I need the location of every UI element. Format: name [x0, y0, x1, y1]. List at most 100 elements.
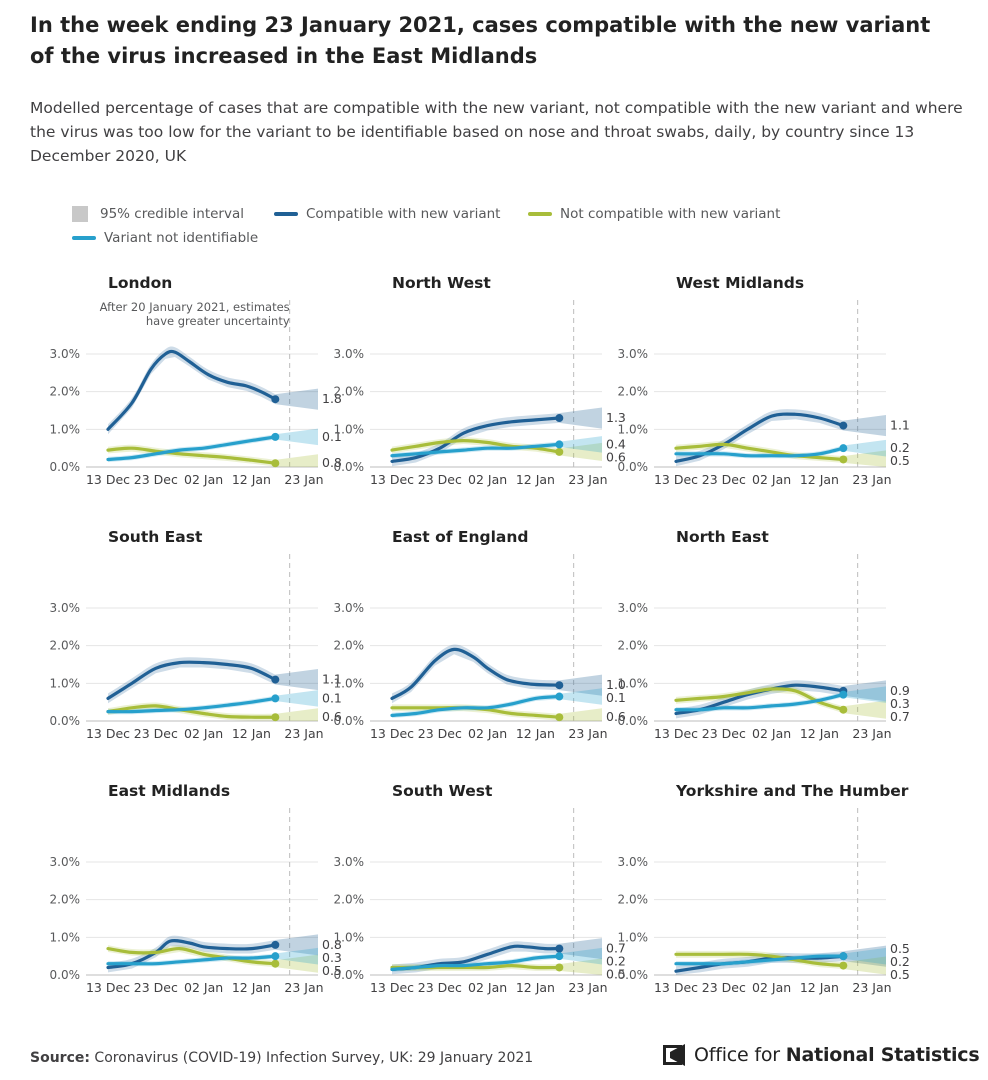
- not-identifiable-line: [106, 954, 277, 966]
- panel-title: London: [108, 274, 172, 292]
- compatible-line: [106, 660, 277, 700]
- y-tick-label: 2.0%: [618, 893, 649, 907]
- not-compatible-end-point: [271, 459, 280, 468]
- y-tick-label: 1.0%: [334, 930, 365, 944]
- panel-title: North East: [676, 528, 769, 546]
- not-compatible-uncertainty-fan: [559, 442, 602, 461]
- x-tick-label: 23 Dec: [418, 980, 462, 995]
- not-identifiable-line: [106, 696, 277, 714]
- compatible-end-point: [271, 395, 280, 404]
- not-identifiable-uncertainty-fan: [559, 436, 602, 453]
- not-identifiable-end-point: [555, 952, 564, 961]
- legend-compatible-swatch: [274, 212, 298, 216]
- y-tick-label: 1.0%: [334, 422, 365, 436]
- y-tick-label: 2.0%: [618, 639, 649, 653]
- end-value-label: 0.6: [322, 709, 342, 724]
- compatible-uncertainty-fan: [559, 407, 602, 429]
- compatible-ci-band: [676, 409, 844, 467]
- x-tick-label: 12 Jan: [516, 472, 555, 487]
- x-tick-label: 13 Dec: [370, 472, 414, 487]
- y-tick-label: 1.0%: [50, 422, 81, 436]
- end-value-label: 0.3: [322, 950, 342, 965]
- x-tick-label: 13 Dec: [654, 726, 698, 741]
- not-compatible-line: [106, 704, 277, 719]
- x-tick-label: 23 Dec: [702, 472, 746, 487]
- legend-not-compatible-label: Not compatible with new variant: [560, 206, 781, 222]
- ons-logo-icon: [663, 1044, 685, 1066]
- x-tick-label: 12 Jan: [232, 726, 271, 741]
- x-tick-label: 12 Jan: [800, 980, 839, 995]
- end-value-label: 0.5: [322, 963, 342, 978]
- not-compatible-uncertainty-fan: [843, 700, 886, 719]
- end-value-label: 1.1: [322, 672, 342, 687]
- y-tick-label: 3.0%: [618, 601, 649, 615]
- not-identifiable-end-point: [271, 952, 280, 961]
- y-tick-label: 2.0%: [50, 893, 81, 907]
- x-tick-label: 23 Jan: [852, 472, 891, 487]
- not-identifiable-line: [106, 435, 277, 462]
- y-tick-label: 2.0%: [50, 639, 81, 653]
- compatible-end-point: [271, 940, 280, 949]
- not-identifiable-uncertainty-fan: [559, 947, 602, 965]
- legend-not-identifiable-swatch: [72, 236, 96, 240]
- x-tick-label: 23 Jan: [568, 472, 607, 487]
- y-tick-label: 3.0%: [334, 855, 365, 869]
- compatible-ci-band: [108, 657, 276, 704]
- y-tick-label: 0.0%: [334, 460, 365, 474]
- not-compatible-end-point: [555, 447, 564, 456]
- y-tick-label: 2.0%: [334, 385, 365, 399]
- end-value-label: 0.3: [890, 696, 910, 711]
- not-identifiable-uncertainty-fan: [843, 947, 886, 965]
- source-label: Source:: [30, 1050, 90, 1066]
- compatible-end-point: [839, 421, 848, 430]
- not-identifiable-uncertainty-fan: [275, 947, 318, 965]
- not-compatible-uncertainty-fan: [275, 454, 318, 467]
- compatible-uncertainty-fan: [559, 938, 602, 960]
- end-value-label: 0.9: [890, 683, 910, 698]
- x-tick-label: 02 Jan: [468, 472, 507, 487]
- x-tick-label: 13 Dec: [86, 726, 130, 741]
- y-tick-label: 0.0%: [618, 968, 649, 982]
- end-value-label: 0.5: [606, 967, 626, 982]
- legend-item-not-compatible: Not compatible with new variant: [528, 206, 780, 222]
- end-value-label: 1.0: [606, 677, 626, 692]
- not-identifiable-end-point: [555, 440, 564, 449]
- not-identifiable-end-point: [271, 432, 280, 441]
- not-compatible-uncertainty-fan: [843, 956, 886, 975]
- y-tick-label: 1.0%: [50, 676, 81, 690]
- not-compatible-uncertainty-fan: [559, 958, 602, 975]
- panel-title: North West: [392, 274, 491, 292]
- panel-title: East Midlands: [108, 782, 230, 800]
- y-tick-label: 0.0%: [618, 460, 649, 474]
- x-tick-label: 23 Jan: [284, 726, 323, 741]
- end-value-label: 1.1: [890, 418, 910, 433]
- legend-item-compatible: Compatible with new variant: [274, 206, 500, 222]
- compatible-end-point: [555, 944, 564, 953]
- not-identifiable-end-point: [839, 690, 848, 699]
- not-identifiable-end-point: [555, 692, 564, 701]
- y-tick-label: 1.0%: [618, 676, 649, 690]
- end-value-label: 0.2: [606, 954, 626, 969]
- annotation-line-2: have greater uncertainty: [146, 314, 290, 328]
- x-tick-label: 23 Dec: [702, 726, 746, 741]
- not-compatible-end-point: [555, 963, 564, 972]
- compatible-uncertainty-fan: [843, 415, 886, 437]
- y-tick-label: 3.0%: [50, 601, 81, 615]
- not-compatible-ci-band: [392, 437, 560, 456]
- compatible-ci-band: [392, 644, 560, 704]
- end-value-label: 0.2: [890, 954, 910, 969]
- y-tick-label: 0.0%: [50, 714, 81, 728]
- not-compatible-end-point: [271, 713, 280, 722]
- not-identifiable-uncertainty-fan: [275, 690, 318, 707]
- x-tick-label: 23 Dec: [134, 472, 178, 487]
- y-tick-label: 2.0%: [50, 385, 81, 399]
- not-compatible-uncertainty-fan: [559, 708, 602, 721]
- not-compatible-end-point: [555, 713, 564, 722]
- x-tick-label: 23 Jan: [568, 980, 607, 995]
- compatible-uncertainty-fan: [275, 934, 318, 956]
- compatible-line: [106, 938, 277, 970]
- not-compatible-end-point: [839, 705, 848, 714]
- y-tick-label: 0.0%: [50, 968, 81, 982]
- legend-compatible-label: Compatible with new variant: [306, 206, 501, 222]
